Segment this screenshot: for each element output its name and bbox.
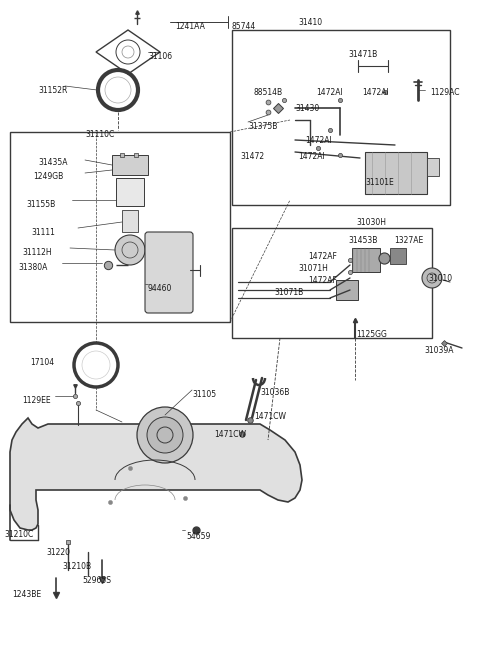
- Text: 31375B: 31375B: [248, 122, 277, 131]
- Text: 31101E: 31101E: [365, 178, 394, 187]
- Circle shape: [115, 235, 145, 265]
- Text: 31110C: 31110C: [85, 130, 115, 139]
- Text: 17104: 17104: [30, 358, 54, 367]
- Bar: [352, 248, 380, 272]
- Text: 31210C: 31210C: [4, 530, 33, 539]
- Text: 1471CW: 1471CW: [254, 412, 286, 421]
- Text: 1472AI: 1472AI: [362, 88, 389, 97]
- Bar: [232, 30, 450, 205]
- Text: 85744: 85744: [232, 22, 256, 31]
- Text: 31453B: 31453B: [348, 236, 377, 245]
- Text: 1472AI: 1472AI: [316, 88, 343, 97]
- FancyBboxPatch shape: [145, 232, 193, 313]
- Circle shape: [137, 407, 193, 463]
- Text: 1327AE: 1327AE: [394, 236, 423, 245]
- Text: 31430: 31430: [295, 104, 319, 113]
- Text: 31071H: 31071H: [298, 264, 328, 273]
- Text: 31010: 31010: [428, 274, 452, 283]
- Bar: [427, 158, 439, 176]
- Bar: [122, 210, 138, 232]
- Circle shape: [422, 268, 442, 288]
- Bar: [112, 155, 148, 175]
- Text: 1472AF: 1472AF: [308, 252, 337, 261]
- Text: 1472AI: 1472AI: [305, 136, 332, 145]
- Bar: [390, 248, 406, 264]
- Text: 31152R: 31152R: [38, 86, 67, 95]
- Text: 1249GB: 1249GB: [33, 172, 63, 181]
- Text: 1129AC: 1129AC: [430, 88, 459, 97]
- Text: 31380A: 31380A: [18, 263, 48, 272]
- Text: 31030H: 31030H: [356, 218, 386, 227]
- Text: 88514B: 88514B: [254, 88, 283, 97]
- Text: 1241AA: 1241AA: [175, 22, 205, 31]
- Text: 31410: 31410: [298, 18, 322, 27]
- Circle shape: [147, 417, 183, 453]
- Text: 54659: 54659: [186, 532, 210, 541]
- Text: 1129EE: 1129EE: [22, 396, 50, 405]
- Text: 94460: 94460: [148, 284, 172, 293]
- Text: 1472AI: 1472AI: [298, 152, 325, 161]
- Text: 52965S: 52965S: [82, 576, 111, 585]
- Text: 31472: 31472: [240, 152, 264, 161]
- Text: 31155B: 31155B: [26, 200, 55, 209]
- Bar: [10, 132, 230, 322]
- Polygon shape: [10, 418, 302, 530]
- Text: 1471CW: 1471CW: [214, 430, 246, 439]
- Text: 31471B: 31471B: [348, 50, 377, 59]
- Text: 1125GG: 1125GG: [356, 330, 387, 339]
- Text: 31210B: 31210B: [62, 562, 91, 571]
- Text: 1243BE: 1243BE: [12, 590, 41, 599]
- Text: 31111: 31111: [31, 228, 55, 237]
- Text: 31105: 31105: [192, 390, 216, 399]
- Bar: [365, 152, 427, 194]
- Bar: [336, 280, 358, 300]
- Bar: [232, 228, 432, 338]
- Bar: [116, 178, 144, 206]
- Text: 31036B: 31036B: [260, 388, 289, 397]
- Text: 31039A: 31039A: [424, 346, 454, 355]
- Text: 1472AF: 1472AF: [308, 276, 337, 285]
- Text: 31112H: 31112H: [22, 248, 52, 257]
- Text: 31435A: 31435A: [38, 158, 68, 167]
- Text: 31220: 31220: [46, 548, 70, 557]
- Text: 31106: 31106: [148, 52, 172, 61]
- Text: 31071B: 31071B: [274, 288, 303, 297]
